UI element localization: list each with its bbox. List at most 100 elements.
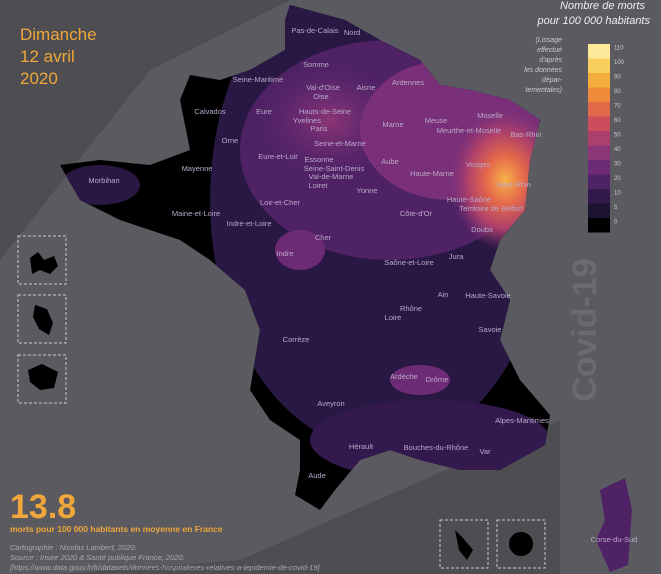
legend-swatch <box>588 116 610 131</box>
legend-swatch <box>588 131 610 146</box>
legend-tick-label: 30 <box>614 162 621 168</box>
department-label: Val-de-Marne <box>309 172 354 181</box>
department-label: Bas-Rhin <box>511 130 542 139</box>
department-label: Meuse <box>425 116 448 125</box>
department-label: Côte-d'Or <box>400 209 433 218</box>
average-value: 13.8 <box>10 488 76 526</box>
department-label: Var <box>479 447 491 456</box>
department-label: Val-d'Oise <box>306 83 340 92</box>
legend-note: (Lissage effectué d'après les données dépar-… <box>524 37 562 94</box>
department-label: Loire <box>385 313 402 322</box>
department-label: Yonne <box>357 186 378 195</box>
department-label: Pas-de-Calais <box>291 26 338 35</box>
legend-swatch <box>588 189 610 204</box>
department-label: Essonne <box>304 155 333 164</box>
department-label: Meurthe-et-Moselle <box>437 126 502 135</box>
department-label: Eure-et-Loir <box>258 152 298 161</box>
department-label: Haute-Marne <box>410 169 454 178</box>
department-label: Ardèche <box>390 372 418 381</box>
department-label: Haute-Saône <box>447 195 491 204</box>
legend-tick-label: 20 <box>614 176 621 182</box>
department-label: Doubs <box>471 225 493 234</box>
legend-tick-label: 10 <box>614 191 621 197</box>
legend-swatch <box>588 174 610 189</box>
average-caption: morts pour 100 000 habitants en moyenne … <box>10 524 223 534</box>
legend-swatch <box>588 87 610 102</box>
date: Dimanche 12 avril 2020 <box>20 25 97 88</box>
department-label: Jura <box>449 252 464 261</box>
department-label: Loiret <box>309 181 329 190</box>
legend-swatch <box>588 58 610 73</box>
department-label: Vosges <box>466 160 491 169</box>
legend-tick-label: 110 <box>614 46 624 52</box>
legend-tick-label: 50 <box>614 133 621 139</box>
legend-tick-label: 100 <box>614 60 625 66</box>
department-label: Nord <box>344 28 360 37</box>
department-label: Somme <box>303 60 329 69</box>
department-label: Yvelines <box>293 116 321 125</box>
corsica <box>596 478 632 572</box>
department-label: Paris <box>310 124 327 133</box>
legend-tick-label: 40 <box>614 147 621 153</box>
legend-tick-label: 90 <box>614 75 621 81</box>
date-line: 2020 <box>20 69 58 88</box>
department-label: Moselle <box>477 111 503 120</box>
department-label: Morbihan <box>88 176 119 185</box>
department-label: Eure <box>256 107 272 116</box>
department-label: Indre-et-Loire <box>226 219 271 228</box>
department-label: Seine-et-Marne <box>314 139 366 148</box>
department-label: Ardennes <box>392 78 424 87</box>
legend-swatch <box>588 203 610 218</box>
department-label: Loir-et-Cher <box>260 198 301 207</box>
department-label: Seine-Maritime <box>233 75 283 84</box>
legend-note-line: dépar- <box>542 77 563 84</box>
credit-line: Source : Insee 2020 & Santé publique Fra… <box>10 553 185 562</box>
legend-note-line: effectué <box>537 47 562 54</box>
department-label: Saône-et-Loire <box>384 258 434 267</box>
legend-swatch <box>588 145 610 160</box>
credit-line: [https://www.data.gouv.fr/fr/datasets/do… <box>9 563 321 572</box>
department-label: Maine-et-Loire <box>172 209 220 218</box>
department-label: Haut-Rhin <box>497 180 531 189</box>
department-label: Hauts-de-Seine <box>299 107 351 116</box>
department-label: Alpes-Maritimes <box>495 416 549 425</box>
department-label: Aude <box>308 471 326 480</box>
date-line: 12 avril <box>20 47 75 66</box>
legend-tick-label: 70 <box>614 104 621 110</box>
department-label: Calvados <box>194 107 226 116</box>
credit-line: Cartographie : Nicolas Lambert, 2020. <box>10 543 137 552</box>
department-label: Territoire de Belfort <box>459 204 523 213</box>
date-line: Dimanche <box>20 25 97 44</box>
department-labels: Pas-de-Calais Nord Somme Ardennes Seine-Mari… <box>88 26 637 544</box>
credits: Cartographie : Nicolas Lambert, 2020. So… <box>9 543 321 572</box>
legend-title: Nombre de morts pour 100 000 habitants <box>536 0 650 27</box>
legend-swatch <box>588 73 610 88</box>
department-label: Ain <box>438 290 449 299</box>
legend-tick-label: 60 <box>614 118 621 124</box>
department-label: Corse-du-Sud <box>591 535 638 544</box>
department-label: Rhône <box>400 304 422 313</box>
department-label: Aveyron <box>317 399 344 408</box>
department-label: Mayenne <box>182 164 213 173</box>
legend-note-line: les données <box>524 67 562 74</box>
department-label: Bouches-du-Rhône <box>404 443 469 452</box>
department-label: Corrèze <box>283 335 310 344</box>
department-label: Haute-Savoie <box>465 291 510 300</box>
insets <box>17 235 546 569</box>
legend-title-line: pour 100 000 habitants <box>536 15 650 27</box>
legend-swatch <box>588 102 610 117</box>
legend-title-line: Nombre de morts <box>560 0 645 12</box>
department-label: Orne <box>222 136 239 145</box>
legend-note-line: tementales) <box>525 87 562 94</box>
legend-note-line: d'après <box>539 57 562 64</box>
department-label: Oise <box>313 92 328 101</box>
legend-tick-label: 0 <box>614 220 618 226</box>
department-label: Aisne <box>357 83 376 92</box>
department-label: Drôme <box>426 375 449 384</box>
legend-tick-label: 5 <box>614 205 618 211</box>
inset-shapes <box>28 252 533 560</box>
department-label: Aube <box>381 157 399 166</box>
department-label: Marne <box>382 120 403 129</box>
